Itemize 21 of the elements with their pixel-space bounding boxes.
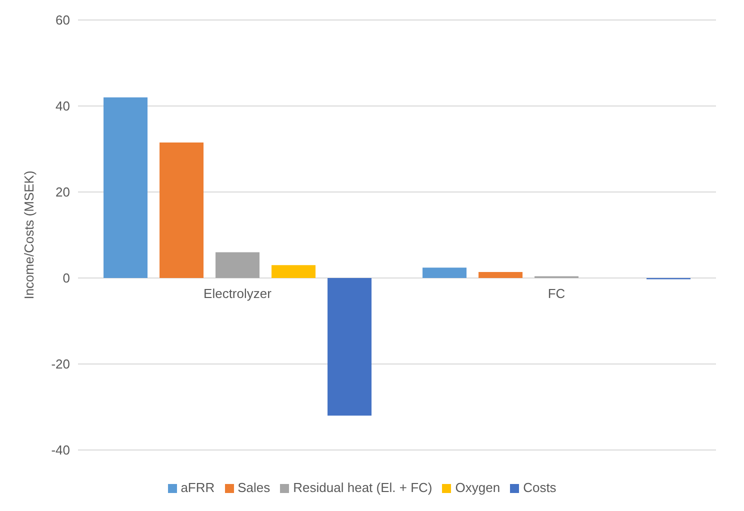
legend-label: Sales: [238, 480, 270, 495]
bar: [422, 268, 467, 278]
y-tick-label: 60: [56, 12, 70, 28]
legend-label: Oxygen: [455, 480, 500, 495]
x-tick-label: Electrolyzer: [204, 286, 272, 301]
legend-label: Costs: [523, 480, 556, 495]
bar: [272, 265, 316, 278]
bar: [160, 142, 204, 278]
legend-label: Residual heat (El. + FC): [293, 480, 432, 495]
y-axis-title: Income/Costs (MSEK): [22, 170, 37, 300]
x-tick-label: FC: [548, 286, 566, 301]
y-tick-label: 20: [56, 184, 70, 200]
bar: [328, 278, 372, 416]
y-tick-label: 0: [62, 270, 70, 286]
y-tick-label: -20: [51, 356, 70, 372]
y-tick-label: -40: [51, 442, 70, 458]
bar: [104, 97, 148, 278]
legend-label: aFRR: [180, 480, 215, 495]
y-tick-label: 40: [56, 98, 70, 114]
bar: [216, 252, 260, 278]
bar: [478, 272, 523, 278]
